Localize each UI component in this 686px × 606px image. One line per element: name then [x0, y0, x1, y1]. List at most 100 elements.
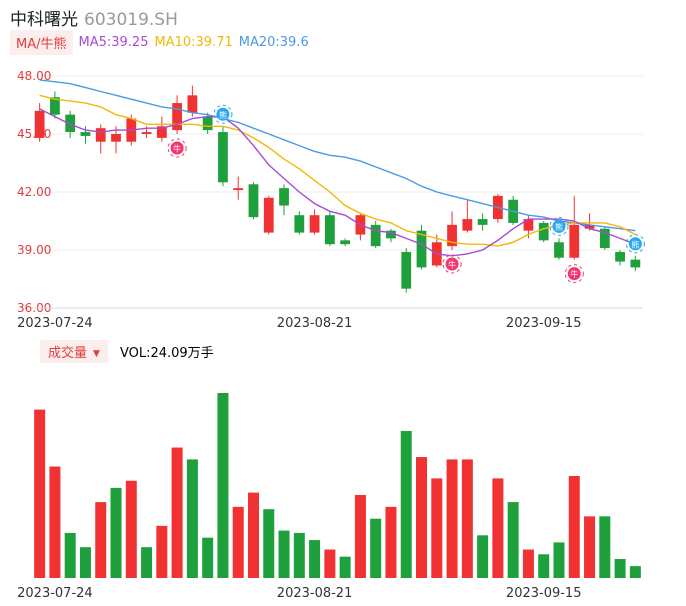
volume-bar	[95, 502, 107, 578]
volume-bar	[217, 393, 229, 578]
volume-bar	[416, 457, 428, 578]
bull-marker-icon: 牛	[167, 138, 187, 158]
candle-body	[401, 251, 412, 289]
marker-label: 熊	[555, 222, 563, 232]
candle-body	[340, 240, 351, 245]
volume-bar	[461, 459, 473, 578]
volume-bar	[522, 549, 534, 578]
volume-bar	[446, 459, 458, 578]
volume-bar	[477, 535, 489, 578]
candle-body	[141, 132, 152, 134]
candle-body	[447, 224, 457, 247]
ma-legend: MA/牛熊 MA5:39.25 MA10:39.71 MA20:39.6	[10, 29, 315, 55]
candle-body	[263, 197, 274, 233]
price-tick-label: 48.00	[17, 69, 51, 83]
bear-marker-icon: 熊	[625, 234, 645, 254]
volume-bar	[232, 506, 244, 578]
bull-marker-icon: 牛	[442, 254, 462, 274]
bull-marker-icon: 牛	[564, 264, 584, 284]
price-tick-label: 45.00	[17, 127, 51, 141]
candle-body	[111, 134, 121, 142]
price-tick-label: 39.00	[17, 243, 51, 257]
candle-body	[294, 215, 305, 233]
volume-bar	[385, 506, 397, 578]
volume-indicator-dropdown[interactable]: 成交量 ▼	[40, 339, 108, 363]
stock-name: 中科曙光	[10, 10, 78, 30]
volume-bar	[141, 547, 153, 578]
volume-bar	[507, 502, 519, 578]
candle-body	[202, 116, 213, 131]
stock-title: 中科曙光 603019.SH	[10, 5, 178, 30]
volume-bar	[247, 492, 259, 578]
candle-body	[569, 224, 580, 258]
price-tick-label: 42.00	[17, 185, 51, 199]
date-tick-label: 2023-07-24	[17, 316, 93, 331]
date-tick-label: 2023-09-15	[506, 316, 582, 331]
candle-body	[233, 188, 244, 191]
candle-body	[309, 215, 320, 233]
volume-bar	[538, 554, 550, 578]
candle-body	[462, 219, 473, 231]
volume-bar	[584, 516, 596, 578]
volume-bar	[110, 487, 122, 578]
ma-indicator-tab[interactable]: MA/牛熊	[10, 29, 73, 55]
volume-bar	[202, 537, 214, 578]
volume-bar	[64, 532, 76, 578]
candle-body	[538, 222, 549, 241]
volume-bar	[309, 540, 321, 578]
volume-bar	[370, 518, 382, 578]
candle-body	[80, 132, 91, 136]
candle-body	[248, 184, 259, 218]
volume-bar	[339, 556, 351, 578]
volume-bar	[354, 494, 366, 578]
volume-bar	[186, 459, 198, 578]
volume-bar	[614, 559, 626, 578]
candle-body	[386, 230, 396, 239]
candle-body	[187, 95, 198, 113]
candle-body	[50, 97, 60, 115]
volume-bar	[156, 525, 168, 578]
volume-date-tick-label: 2023-09-15	[506, 586, 582, 601]
stock-code: 603019.SH	[84, 10, 178, 30]
marker-label: 熊	[219, 110, 227, 120]
candle-body	[218, 132, 228, 183]
marker-label: 牛	[448, 260, 456, 270]
marker-label: 牛	[570, 269, 578, 279]
volume-date-tick-label: 2023-08-21	[277, 586, 353, 601]
candle-body	[34, 110, 45, 138]
candle-body	[615, 251, 625, 262]
candle-body	[584, 224, 595, 229]
volume-bar	[263, 509, 275, 578]
ma10-legend: MA10:39.71	[154, 34, 233, 50]
candle-body	[630, 259, 641, 268]
marker-label: 熊	[631, 239, 639, 249]
marker-label: 牛	[173, 144, 181, 154]
volume-legend: 成交量 ▼ VOL:24.09万手	[40, 339, 214, 363]
candle-body	[599, 228, 610, 249]
date-tick-label: 2023-08-21	[277, 316, 353, 331]
volume-value: VOL:24.09万手	[119, 345, 214, 361]
volume-bar	[599, 516, 611, 578]
candle-body	[95, 128, 106, 142]
candle-body	[370, 224, 381, 247]
candle-body	[477, 219, 488, 225]
ma20-legend: MA20:39.6	[238, 34, 309, 50]
volume-tab-label: 成交量	[48, 345, 88, 361]
volume-bar	[293, 532, 305, 578]
candle-body	[156, 126, 167, 138]
volume-bar	[324, 549, 336, 578]
volume-bar	[125, 480, 137, 578]
volume-bar	[629, 566, 641, 578]
bear-marker-icon: 熊	[213, 104, 233, 124]
volume-bar	[431, 478, 443, 578]
volume-bar	[400, 430, 412, 578]
bear-marker-icon: 熊	[549, 216, 569, 236]
candle-body	[279, 188, 289, 206]
volume-bar	[79, 547, 91, 578]
volume-date-tick-label: 2023-07-24	[17, 586, 93, 601]
volume-bar	[278, 530, 290, 578]
dropdown-triangle-icon: ▼	[93, 348, 100, 359]
volume-bar	[568, 476, 580, 578]
candle-body	[324, 215, 335, 245]
